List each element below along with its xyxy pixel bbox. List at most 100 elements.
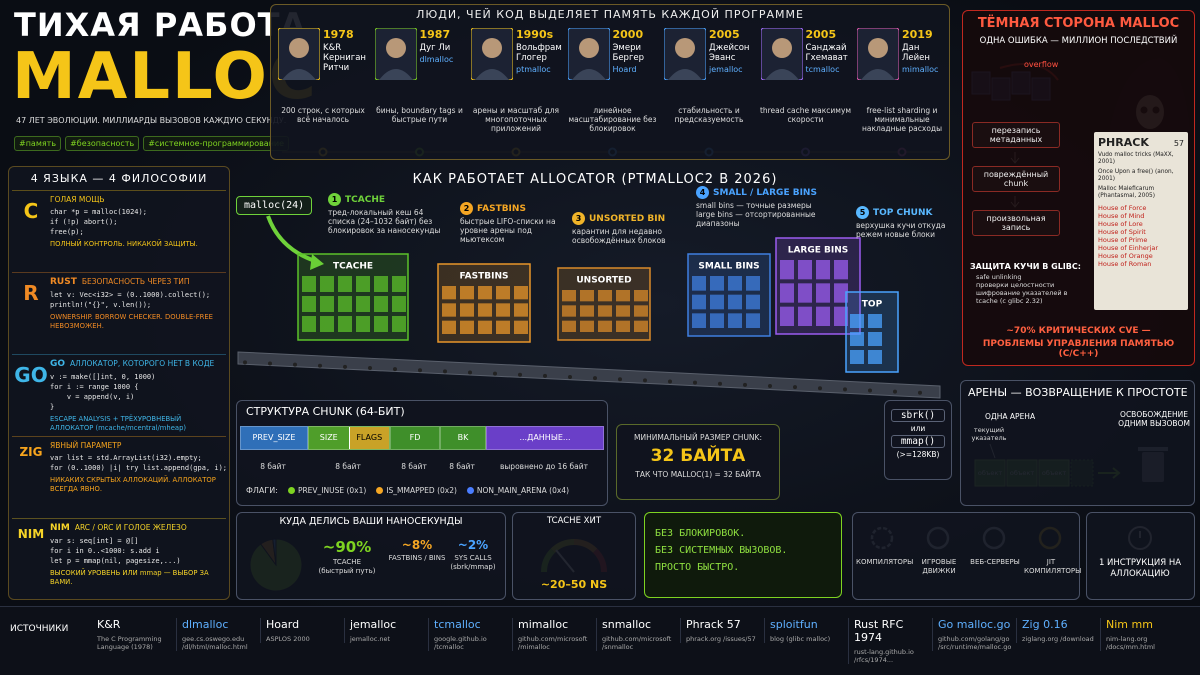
roller [593, 376, 597, 381]
step: 4 SMALL / LARGE BINS small bins — точные р… [696, 186, 826, 228]
person-card: 2005 Джейсон Эванс jemalloc стабильность и … [662, 26, 756, 150]
source-ref: google.github.io /tcmalloc [434, 635, 487, 651]
language-head: ЯВНЫЙ ПАРАМЕТР [50, 441, 122, 450]
dark-footer: ~70% КРИТИЧЕСКИХ CVE — [1006, 326, 1151, 336]
shelf-block [562, 305, 576, 317]
language-note: ВЫСОКИЙ УРОВЕНЬ ИЛИ mmap — ВЫБОР ЗА ВАМИ… [50, 569, 209, 586]
person-lib: jemalloc [709, 65, 743, 74]
person-info: Эмери Бергер Hoard [613, 43, 661, 74]
portrait-head [868, 38, 888, 58]
code-line: free(p); [50, 228, 84, 236]
person-lib: ptmalloc [516, 65, 551, 74]
roller [318, 363, 322, 368]
syscall-text: mmap() [891, 435, 945, 448]
roller [793, 385, 797, 390]
roller [468, 370, 472, 375]
language-note: ПОЛНЫЙ КОНТРОЛЬ. НИКАКОЙ ЗАЩИТЫ. [50, 240, 198, 248]
chunk-field: ...ДАННЫЕ... [486, 426, 604, 450]
use-label: JIT КОМПИЛЯТОРЫ [1024, 558, 1082, 575]
language-logo: GO [14, 363, 48, 387]
source: Go malloc.go github.com/golang/go /src/ru… [932, 618, 1014, 651]
house: House of Orange [1098, 252, 1153, 260]
house: House of Lore [1098, 220, 1143, 228]
language-head-row: ЯВНЫЙ ПАРАМЕТР [50, 441, 226, 450]
phrack-paper: Malloc Maleficarum (Phantasmal, 2005) [1098, 186, 1156, 199]
dark-subtitle: ОДНА ОШИБКА — МИЛЛИОН ПОСЛЕДСТВИЙ [979, 36, 1178, 46]
house: House of Roman [1098, 260, 1152, 268]
language-head-row: GO АЛЛОКАТОР, КОТОРОГО НЕТ В КОДЕ [50, 359, 226, 369]
portrait [374, 28, 417, 80]
code-line: v = append(v, i) [50, 393, 135, 401]
shelf-block [442, 303, 456, 317]
languages-panel [8, 166, 230, 600]
motto-line: БЕЗ БЛОКИРОВОК. [655, 528, 746, 539]
protection-item: шифрование указателей в tcache (с glibc … [976, 289, 1068, 305]
portrait-body [861, 69, 895, 80]
step-title: FASTBINS [477, 203, 526, 214]
instruction-label: 1 ИНСТРУКЦИЯ НА АЛЛОКАЦИЮ [1098, 558, 1182, 579]
source-ref: rust-lang.github.io /rfcs/1974... [854, 648, 914, 664]
shelf-label: TCACHE [333, 262, 373, 272]
field-size: выровнено до 16 байт [499, 462, 589, 471]
language-section: R RUST БЕЗОПАСНОСТЬ ЧЕРЕЗ ТИП let v: Vec<i3… [12, 272, 226, 353]
shelf-block [302, 296, 316, 312]
person-card: 1987 Дуг Ли dlmalloc бины, boundary tags и … [373, 26, 467, 150]
source: sploitfun blog (glibc malloc) [764, 618, 846, 643]
person-name: Дуг Ли [419, 43, 451, 53]
shelf-block [580, 320, 594, 332]
language-head: БЕЗОПАСНОСТЬ ЧЕРЕЗ ТИП [81, 277, 190, 286]
step-head: 2 FASTBINS [460, 202, 560, 215]
shelf-block [338, 316, 352, 332]
shelf-block [692, 294, 706, 310]
arenas-title: АРЕНЫ — ВОЗВРАЩЕНИЕ К ПРОСТОТЕ [968, 386, 1188, 399]
field-name: ...ДАННЫЕ... [519, 433, 571, 442]
language-body: ГОЛАЯ МОЩЬ char *p = malloc(1024); if (!p)… [50, 195, 226, 249]
shelf-block [868, 350, 882, 364]
field-size: 8 байт [401, 462, 427, 471]
roller [268, 361, 272, 366]
flag: PREV_INUSE (0x1) [287, 486, 366, 495]
shelf-block [442, 320, 456, 334]
step: 2 FASTBINS быстрые LIFO-списки на уровне а… [460, 202, 560, 244]
syscall-text: sbrk() [891, 409, 945, 422]
source-name: Phrack 57 [686, 618, 741, 631]
roller [643, 378, 647, 383]
shelf-label: FASTBINS [460, 272, 509, 282]
roller [568, 374, 572, 379]
portrait [760, 28, 803, 80]
step: 1 TCACHE тред-локальный кеш 64 списка (24–… [328, 193, 448, 235]
step-number: 1 [328, 193, 341, 206]
min-size-value: 32 БАЙТА [650, 446, 746, 466]
phrack-issue: 57 [1173, 139, 1184, 148]
code-block: char *p = malloc(1024); if (!p) abort(); f… [50, 207, 226, 237]
person-year: 2005 [709, 28, 740, 41]
arenas-panel [960, 380, 1195, 506]
shelf-block [356, 316, 370, 332]
shelf-block [692, 276, 706, 291]
portrait-head [578, 38, 599, 58]
code-line: let v: Vec<i32> = (0..1000).collect(); [50, 291, 211, 299]
field-name: BK [457, 433, 469, 442]
language-section: C ГОЛАЯ МОЩЬ char *p = malloc(1024); if (!p… [12, 190, 226, 271]
shelf-block [302, 316, 316, 332]
roller [343, 364, 347, 369]
shelf-block [562, 320, 576, 332]
sources-title: ИСТОЧНИКИ [10, 624, 69, 634]
source-name: Zig 0.16 [1022, 618, 1068, 631]
roller [443, 369, 447, 374]
language-head-row: RUST БЕЗОПАСНОСТЬ ЧЕРЕЗ ТИП [50, 277, 226, 287]
shelf-block [780, 283, 794, 303]
source: Rust RFC 1974 rust-lang.github.io /rfcs/1… [848, 618, 930, 664]
shelf-block [478, 303, 492, 317]
person-lib: Hoard [612, 65, 637, 74]
shelf-block [320, 316, 334, 332]
step-head: 3 UNSORTED BIN [572, 212, 682, 225]
source-ref: phrack.org /issues/57 [686, 635, 756, 643]
step: 5 TOP CHUNK верхушка кучи откуда режем нов… [856, 206, 952, 239]
min-size-note: ТАК ЧТО MALLOC(1) = 32 БАЙТА [635, 470, 761, 479]
roller [818, 386, 822, 391]
source: Phrack 57 phrack.org /issues/57 [680, 618, 762, 643]
flag-dot [376, 487, 384, 494]
code-line: var s: seq[int] = @[] [50, 537, 139, 545]
